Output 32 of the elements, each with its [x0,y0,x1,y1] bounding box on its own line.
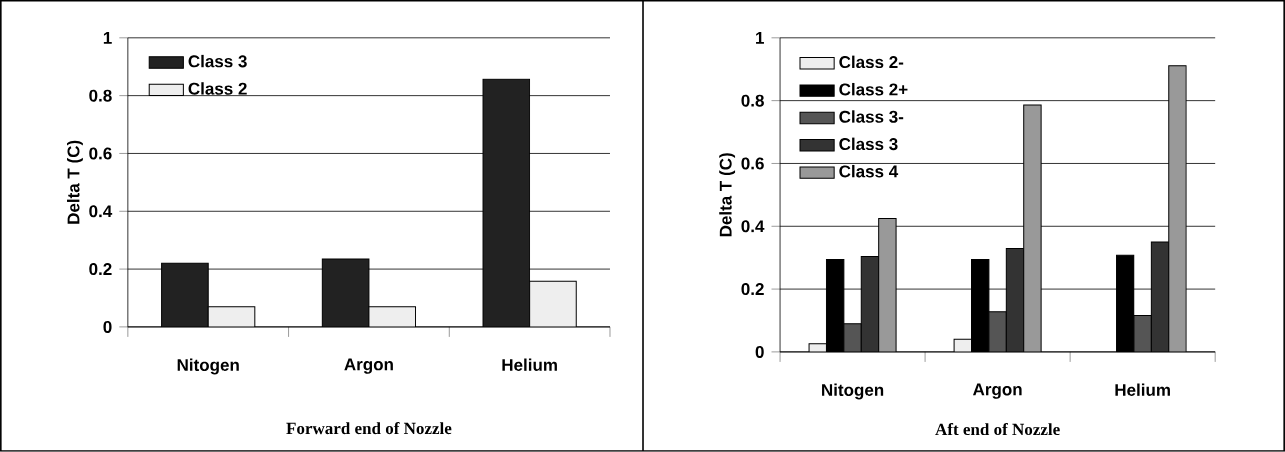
y-tick-label: 0.4 [89,205,113,218]
legend-label: Class 3- [839,110,904,123]
bar [529,280,577,328]
legend-label: Class 3 [839,137,898,151]
text: Forward end of Nozzle [286,422,452,435]
legend-label: Class 3 [188,55,247,68]
y-tick-label: 0 [755,346,764,359]
x-tick-label: Nitogen [822,383,884,400]
y-tick-label: 0.6 [89,147,112,160]
legend-label: Class 2 [188,82,247,95]
y-tick-label: 1 [103,32,112,44]
legend-label: Class 2+ [839,83,908,96]
y-tick-label: 0.8 [741,94,764,107]
y-tick-label: 0.8 [89,89,112,102]
bar [368,306,417,328]
y-axis-title: Delta T (C) [719,153,736,237]
legend-label: Class 4 [839,165,899,178]
y-tick-label: 1 [756,32,764,44]
y-tick-label: 0 [103,321,112,334]
x-tick-label: Helium [1115,383,1170,397]
bar [207,306,256,328]
y-tick-label: 0.2 [89,263,112,276]
x-tick-label: Argon [972,383,1022,399]
x-tick-label: Nitogen [177,358,239,375]
legend-label: Class 2- [839,55,904,69]
text: Aft end of Nozzle [935,423,1060,436]
x-tick-label: Helium [502,358,557,372]
y-axis-title: Delta T (C) [67,140,83,224]
y-tick-label: 0.6 [741,157,764,170]
x-tick-label: Argon [344,358,393,374]
y-tick-label: 0.2 [741,283,764,296]
y-tick-label: 0.4 [741,220,765,233]
